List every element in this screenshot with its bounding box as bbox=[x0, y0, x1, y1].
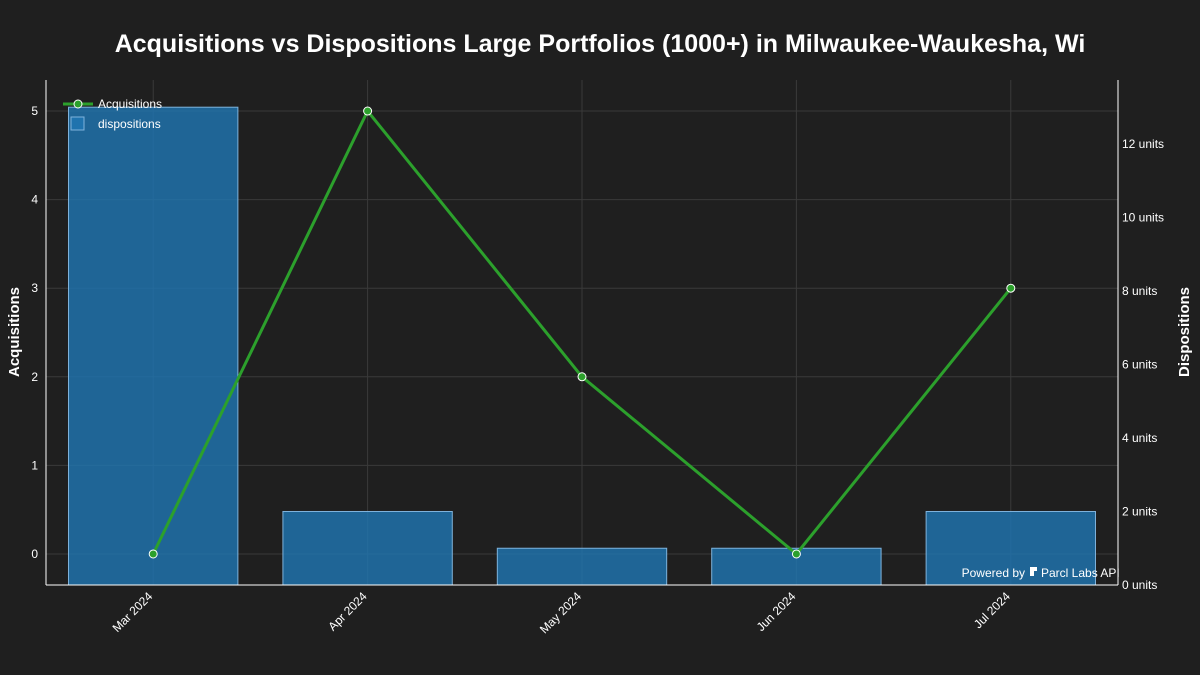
chart-title: Acquisitions vs Dispositions Large Portf… bbox=[115, 30, 1086, 58]
y-left-tick-label: 4 bbox=[31, 193, 38, 207]
x-tick-label: Mar 2024 bbox=[110, 589, 156, 635]
y-left-tick-label: 0 bbox=[31, 547, 38, 561]
watermark: Powered by Parcl Labs API bbox=[962, 566, 1120, 580]
y-left-tick-label: 2 bbox=[31, 370, 38, 384]
x-tick-label: Jul 2024 bbox=[971, 589, 1013, 631]
watermark-brand: Parcl Labs API bbox=[1041, 566, 1120, 580]
legend-acquisitions-swatch-marker bbox=[73, 99, 83, 109]
y-right-tick-label: 8 units bbox=[1122, 284, 1157, 298]
y-left-axis-title: Acquisitions bbox=[6, 287, 23, 377]
legend-dispositions-swatch bbox=[70, 116, 85, 131]
legend-acquisitions-label: Acquisitions bbox=[98, 97, 162, 111]
y-right-tick-label: 6 units bbox=[1122, 357, 1157, 371]
legend-dispositions-label: dispositions bbox=[98, 117, 161, 131]
x-tick-label: Jun 2024 bbox=[754, 589, 799, 634]
disposition-bar bbox=[68, 106, 239, 586]
bars bbox=[68, 106, 1096, 586]
acquisitions-line-group bbox=[148, 106, 1016, 559]
y-right-tick-label: 12 units bbox=[1122, 137, 1164, 151]
acquisitions-point bbox=[791, 549, 801, 559]
y-left-tick-label: 1 bbox=[31, 458, 38, 472]
disposition-bar bbox=[925, 510, 1096, 586]
acquisitions-point bbox=[1006, 283, 1016, 293]
y-right-tick-label: 0 units bbox=[1122, 578, 1157, 592]
acquisitions-point bbox=[363, 106, 373, 116]
y-left-tick-label: 3 bbox=[31, 281, 38, 295]
y-right-tick-label: 2 units bbox=[1122, 504, 1157, 518]
y-right-axis-title: Dispositions bbox=[1176, 287, 1193, 377]
x-tick-label: Apr 2024 bbox=[325, 589, 370, 634]
x-tick-label: May 2024 bbox=[537, 589, 584, 636]
legend: Acquisitions dispositions bbox=[63, 97, 162, 131]
acquisitions-point bbox=[577, 372, 587, 382]
acquisitions-point bbox=[148, 549, 158, 559]
watermark-prefix: Powered by bbox=[962, 566, 1025, 580]
parcl-logo-icon bbox=[1030, 567, 1037, 576]
y-right-tick-label: 4 units bbox=[1122, 431, 1157, 445]
y-left-tick-label: 5 bbox=[31, 104, 38, 118]
disposition-bar bbox=[496, 547, 668, 586]
disposition-bar bbox=[282, 510, 453, 586]
y-right-tick-label: 10 units bbox=[1122, 210, 1164, 224]
